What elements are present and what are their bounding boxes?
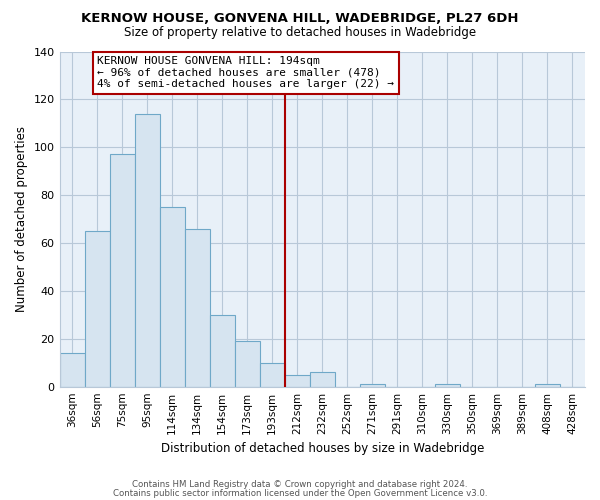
Text: Size of property relative to detached houses in Wadebridge: Size of property relative to detached ho… (124, 26, 476, 39)
Bar (209, 315, 235, 386)
Text: KERNOW HOUSE GONVENA HILL: 194sqm
← 96% of detached houses are smaller (478)
4% : KERNOW HOUSE GONVENA HILL: 194sqm ← 96% … (97, 56, 394, 90)
Text: Contains public sector information licensed under the Open Government Licence v3: Contains public sector information licen… (113, 489, 487, 498)
Bar (160, 207, 185, 386)
Bar (85, 231, 110, 386)
Bar (185, 228, 209, 386)
Bar (134, 114, 160, 386)
Bar (435, 384, 460, 386)
Bar (360, 384, 385, 386)
Bar (110, 154, 134, 386)
Text: KERNOW HOUSE, GONVENA HILL, WADEBRIDGE, PL27 6DH: KERNOW HOUSE, GONVENA HILL, WADEBRIDGE, … (81, 12, 519, 26)
Bar (310, 372, 335, 386)
Bar (285, 374, 310, 386)
X-axis label: Distribution of detached houses by size in Wadebridge: Distribution of detached houses by size … (161, 442, 484, 455)
Bar (59, 353, 85, 386)
Bar (535, 384, 560, 386)
Y-axis label: Number of detached properties: Number of detached properties (15, 126, 28, 312)
Text: Contains HM Land Registry data © Crown copyright and database right 2024.: Contains HM Land Registry data © Crown c… (132, 480, 468, 489)
Bar (260, 362, 285, 386)
Bar (235, 341, 260, 386)
